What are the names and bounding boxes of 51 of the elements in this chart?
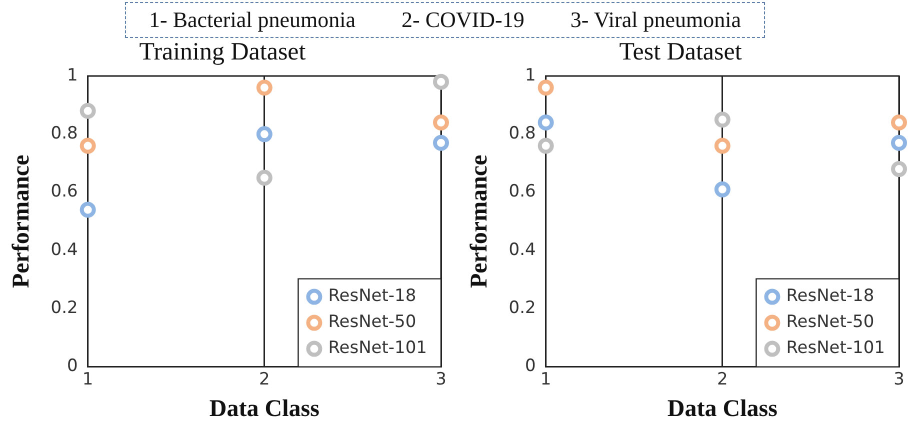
text: 1- Bacterial pneumonia [149,7,356,33]
point [714,138,730,154]
point [538,114,554,131]
y-tick-label: 0.2 [50,298,78,318]
text: 2- COVID-19 [402,7,524,33]
chart-title: Training Dataset [139,38,306,66]
y-tick-label: 0.4 [50,240,78,260]
y-tick-label: 0.2 [508,298,536,318]
point [256,170,272,186]
x-tick-label: 3 [436,369,446,390]
point [256,80,272,96]
y-tick-label: 0 [525,356,536,376]
point [80,102,96,119]
point [433,134,449,151]
y-axis-title: Performance [8,154,35,288]
x-tick-label: 3 [894,369,904,390]
point [433,74,449,90]
point [891,134,907,151]
legend-label: ResNet-50 [786,312,874,332]
legend-label: ResNet-18 [786,286,874,306]
legend-label: ResNet-50 [328,312,416,332]
point [433,114,449,131]
point [80,138,96,154]
y-tick-label: 0 [67,356,78,376]
point [538,80,554,96]
y-tick-label: 0.6 [508,182,536,202]
x-axis-title: Data Class [209,396,320,422]
x-tick-label: 2 [717,369,728,390]
point [714,112,730,128]
point [891,114,907,131]
x-axis-title: Data Class [667,396,778,422]
y-axis-title: Performance [466,154,493,288]
y-tick-label: 0.8 [508,124,536,144]
y-tick-label: 1 [67,65,78,86]
x-tick-label: 2 [259,369,270,390]
point [256,126,272,142]
text: 3- Viral pneumonia [570,7,741,33]
point [80,202,96,218]
point [714,181,730,198]
point [538,138,554,154]
x-tick-label: 1 [540,369,552,390]
x-tick-label: 1 [82,369,94,390]
legend-label: ResNet-101 [786,338,886,358]
legend-label: ResNet-18 [328,286,416,306]
y-tick-label: 1 [525,65,536,86]
y-tick-label: 0.6 [50,182,78,202]
y-tick-label: 0.8 [50,124,78,144]
point [891,161,907,178]
legend-label: ResNet-101 [328,338,428,358]
y-tick-label: 0.4 [508,240,536,260]
chart-title: Test Dataset [619,38,742,66]
